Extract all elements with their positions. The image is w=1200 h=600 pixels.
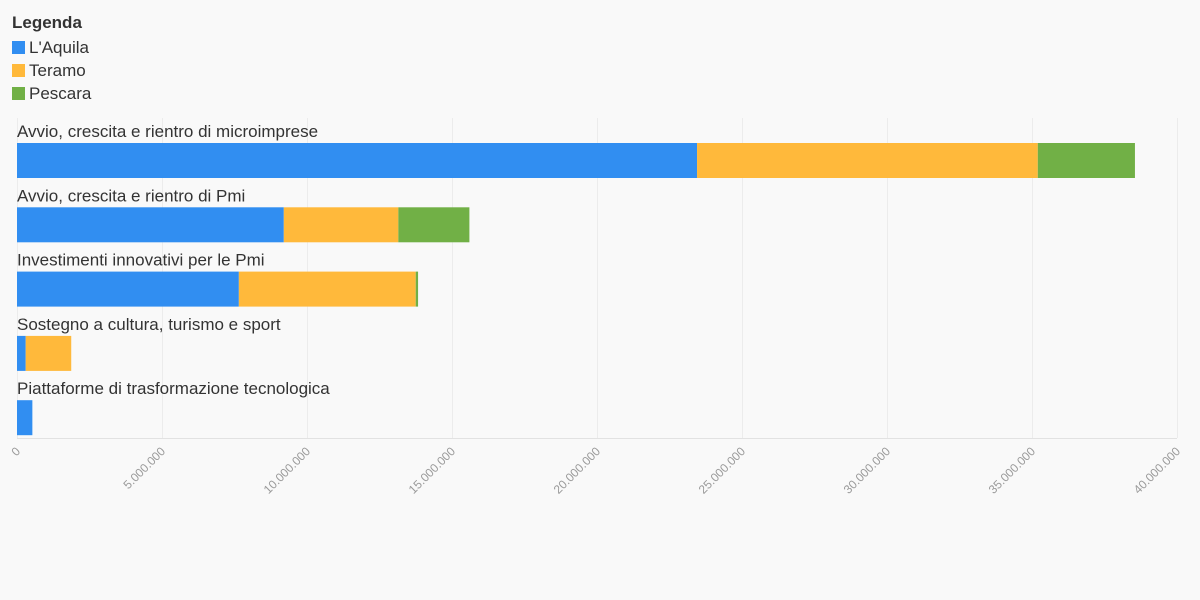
bar-segment: [415, 271, 419, 307]
bar-segment: [697, 143, 1038, 178]
x-tick-label: 20.000.000: [551, 444, 604, 497]
bar-segment: [283, 207, 399, 243]
bar-segment: [17, 207, 284, 243]
x-tick-label: 5.000.000: [120, 444, 168, 492]
x-tick-label: 15.000.000: [406, 444, 459, 497]
category-label: Avvio, crescita e rientro di microimpres…: [17, 122, 318, 141]
chart-legend: Legenda L'Aquila Teramo Pescara: [12, 12, 91, 105]
legend-label-pescara: Pescara: [29, 83, 92, 103]
x-tick-label: 30.000.000: [841, 444, 894, 497]
legend-title: Legenda: [12, 13, 82, 32]
bar-segment: [17, 335, 26, 371]
legend-item-pescara[interactable]: Pescara: [12, 82, 91, 105]
legend-item-laquila[interactable]: L'Aquila: [12, 36, 91, 59]
bar-segment: [398, 207, 470, 243]
x-tick-label: 35.000.000: [986, 444, 1039, 497]
category-label: Investimenti innovativi per le Pmi: [17, 251, 265, 270]
bar-segment: [17, 271, 239, 307]
legend-swatch-teramo: [12, 64, 25, 77]
x-tick-label: 25.000.000: [696, 444, 749, 497]
legend-swatch-pescara: [12, 87, 25, 100]
legend-label-laquila: L'Aquila: [29, 37, 89, 57]
x-tick-label: 40.000.000: [1131, 444, 1184, 497]
legend-item-teramo[interactable]: Teramo: [12, 59, 91, 82]
category-label: Piattaforme di trasformazione tecnologic…: [17, 379, 330, 398]
bar-segment: [17, 143, 698, 178]
bar-segment: [238, 271, 416, 307]
bar-segment: [17, 400, 33, 436]
x-tick-label: 10.000.000: [261, 444, 314, 497]
bar-segment: [1037, 143, 1135, 178]
legend-swatch-laquila: [12, 41, 25, 54]
x-tick-label: 0: [8, 444, 23, 459]
bar-segment: [25, 335, 72, 371]
category-label: Avvio, crescita e rientro di Pmi: [17, 186, 245, 205]
category-label: Sostegno a cultura, turismo e sport: [17, 315, 281, 334]
legend-label-teramo: Teramo: [29, 60, 86, 80]
